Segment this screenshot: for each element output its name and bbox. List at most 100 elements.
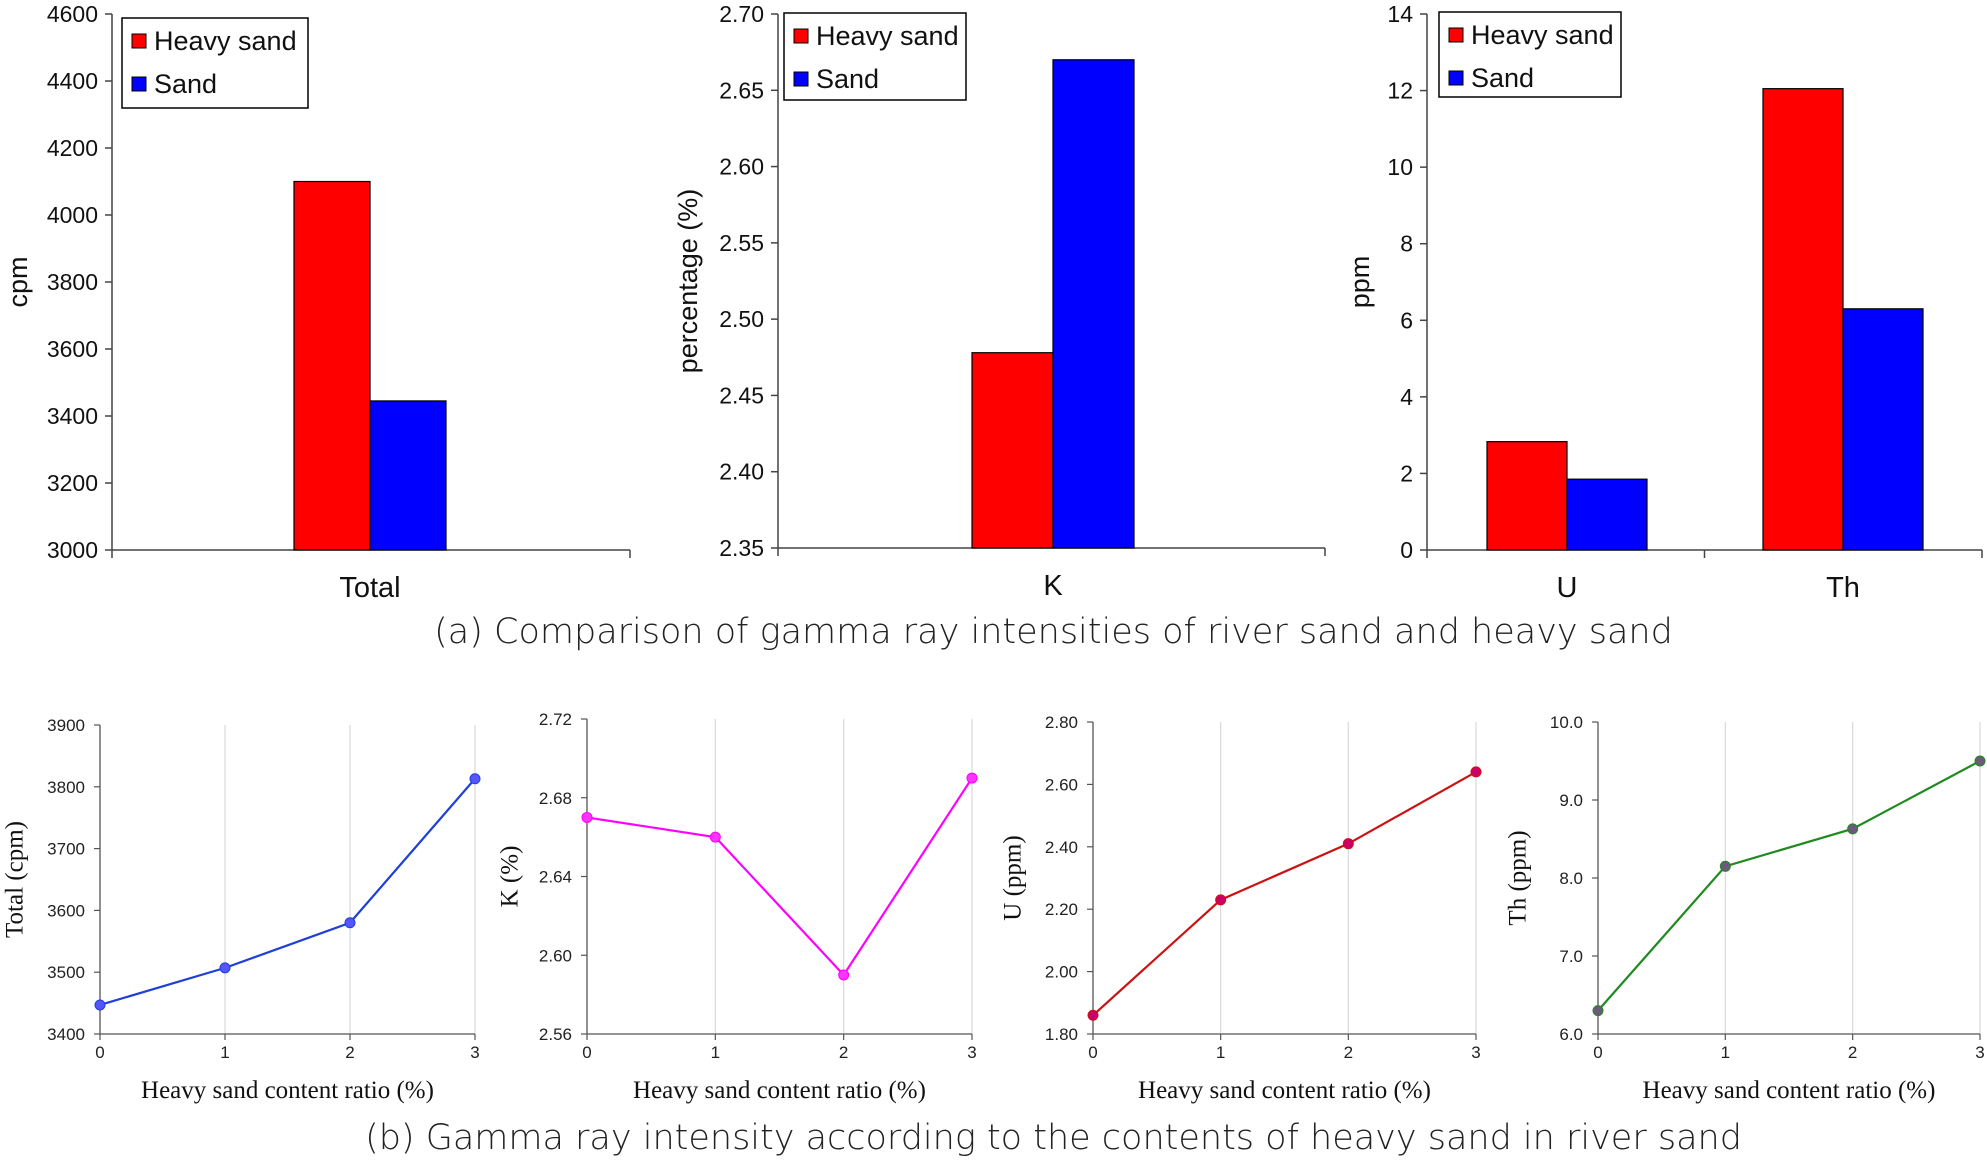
line-chart-4-x-axis-label: Heavy sand content ratio (%) <box>1643 1077 1936 1104</box>
line-chart-3-x-tick-label: 1 <box>1216 1043 1225 1062</box>
line-chart-1-x-tick-label: 2 <box>345 1043 354 1062</box>
line-chart-4-y-axis-label: Th (ppm) <box>1505 830 1532 925</box>
bar-chart-2-legend-label-heavy-sand: Heavy sand <box>816 21 959 51</box>
bar-chart-2-y-tick-label: 2.60 <box>719 154 764 180</box>
line-chart-3-data-point <box>1087 1009 1099 1021</box>
caption-a: (a) Comparison of gamma ray intensities … <box>434 612 1673 652</box>
line-chart-3-x-axis-label: Heavy sand content ratio (%) <box>1138 1077 1431 1104</box>
line-chart-1-x-axis-label: Heavy sand content ratio (%) <box>141 1077 434 1104</box>
bar-chart-1-y-tick-label: 3200 <box>47 470 98 496</box>
bar-chart-1-y-tick-label: 4000 <box>47 202 98 228</box>
line-chart-1-y-tick-label: 3400 <box>47 1025 85 1044</box>
bar-chart-1-y-tick-label: 3400 <box>47 403 98 429</box>
line-chart-4-data-point <box>1719 860 1731 872</box>
bar-chart-3-y-tick-label: 14 <box>1387 1 1413 27</box>
bar-chart-3-y-tick-label: 10 <box>1387 154 1413 180</box>
line-chart-2-y-tick-label: 2.72 <box>539 710 572 729</box>
line-chart-4-x-tick-label: 3 <box>1975 1043 1984 1062</box>
bar-chart-1-bar-heavy-sand-total <box>293 180 371 551</box>
bar-chart-3-legend-box <box>1438 11 1622 98</box>
line-chart-2-x-tick-label: 1 <box>711 1043 720 1062</box>
bar-chart-3-bar-sand-th <box>1842 308 1924 551</box>
line-chart-1-y-tick-label: 3700 <box>47 840 85 859</box>
bar-chart-1-bar-sand-total <box>369 400 447 551</box>
line-chart-4-data-point <box>1847 823 1859 835</box>
line-chart-1-x-tick-label: 3 <box>470 1043 479 1062</box>
bar-chart-2-bar-sand-k <box>1052 59 1135 549</box>
line-chart-2-y-tick-label: 2.56 <box>539 1025 572 1044</box>
line-chart-1-y-tick-label: 3600 <box>47 901 85 920</box>
line-chart-2-x-tick-label: 3 <box>967 1043 976 1062</box>
bar-chart-3-bar-heavy-sand-u <box>1486 441 1568 551</box>
line-chart-3-x-tick-label: 0 <box>1088 1043 1097 1062</box>
line-chart-2-series-line <box>586 777 973 977</box>
bar-chart-2-legend-swatch-sand <box>793 71 809 87</box>
bar-chart-1-y-tick-label: 3800 <box>47 269 98 295</box>
line-chart-3-x-tick-label: 3 <box>1471 1043 1480 1062</box>
bar-chart-3-bar-heavy-sand-th <box>1762 88 1844 551</box>
bar-chart-1-y-tick-label: 4400 <box>47 68 98 94</box>
line-chart-1-data-point <box>94 999 106 1011</box>
bar-chart-3-y-tick-label: 4 <box>1400 384 1413 410</box>
line-chart-4-x-tick-label: 2 <box>1848 1043 1857 1062</box>
line-chart-3-y-tick-label: 2.60 <box>1045 775 1078 794</box>
bar-chart-2-y-tick-label: 2.40 <box>719 459 764 485</box>
line-chart-3-y-tick-label: 2.40 <box>1045 838 1078 857</box>
line-chart-2-y-tick-label: 2.60 <box>539 946 572 965</box>
line-chart-4-y-tick-label: 10.0 <box>1550 713 1583 732</box>
line-chart-2-data-point <box>838 969 850 981</box>
line-chart-2-y-tick-label: 2.64 <box>539 868 572 887</box>
line-chart-4-data-point <box>1592 1005 1604 1017</box>
line-chart-2-data-point <box>709 831 721 843</box>
bar-chart-2-legend-box <box>783 12 967 101</box>
bar-chart-1-y-tick-label: 3000 <box>47 537 98 563</box>
bar-chart-1-legend-label-sand: Sand <box>154 69 217 99</box>
bar-chart-3-category-label: U <box>1557 572 1578 604</box>
line-chart-3-x-tick-label: 2 <box>1344 1043 1353 1062</box>
bar-chart-1-category-label: Total <box>339 572 400 604</box>
line-chart-2-x-tick-label: 0 <box>582 1043 591 1062</box>
bar-chart-3-bar-sand-u <box>1566 478 1648 551</box>
bar-chart-1-y-tick-label: 4600 <box>47 1 98 27</box>
bar-chart-1-legend-swatch-sand <box>131 76 147 92</box>
line-chart-2-y-axis-label: K (%) <box>497 846 524 908</box>
bar-chart-3-category-label: Th <box>1826 572 1860 604</box>
line-chart-1-data-point <box>469 773 481 785</box>
line-chart-1-y-tick-label: 3500 <box>47 963 85 982</box>
line-chart-1-x-tick-label: 0 <box>95 1043 104 1062</box>
bar-chart-1-y-tick-label: 3600 <box>47 336 98 362</box>
bar-chart-2-category-label: K <box>1043 570 1063 602</box>
bar-chart-3-legend-swatch-sand <box>1448 70 1464 86</box>
line-chart-4-series-line <box>1597 760 1981 1012</box>
line-chart-2-y-tick-label: 2.68 <box>539 789 572 808</box>
bar-chart-1-legend-swatch-heavy-sand <box>131 33 147 49</box>
line-chart-2-x-tick-label: 2 <box>839 1043 848 1062</box>
bar-chart-2-legend-swatch-heavy-sand <box>793 28 809 44</box>
line-chart-1-x-tick-label: 1 <box>220 1043 229 1062</box>
line-chart-1-series-line <box>99 778 476 1007</box>
bar-chart-3-y-tick-label: 2 <box>1400 460 1413 486</box>
line-chart-1-data-point <box>344 917 356 929</box>
line-chart-3-y-tick-label: 2.20 <box>1045 900 1078 919</box>
line-chart-4-y-tick-label: 6.0 <box>1559 1025 1583 1044</box>
bar-chart-1-y-tick-label: 4200 <box>47 135 98 161</box>
line-chart-4-y-tick-label: 9.0 <box>1559 791 1583 810</box>
bar-chart-3-y-tick-label: 12 <box>1387 78 1413 104</box>
line-chart-4-y-tick-label: 8.0 <box>1559 869 1583 888</box>
bar-chart-3-y-tick-label: 8 <box>1400 231 1413 257</box>
caption-b: (b) Gamma ray intensity according to the… <box>365 1118 1742 1158</box>
bar-chart-2-y-tick-label: 2.65 <box>719 77 764 103</box>
bar-chart-3-y-axis-label: ppm <box>1345 256 1375 309</box>
line-chart-3-y-tick-label: 2.80 <box>1045 713 1078 732</box>
bar-chart-3-legend-label-heavy-sand: Heavy sand <box>1471 20 1614 50</box>
line-chart-1-data-point <box>219 962 231 974</box>
bar-chart-2-bar-heavy-sand-k <box>971 352 1054 549</box>
bar-chart-2-legend-label-sand: Sand <box>816 64 879 94</box>
line-chart-3-series-line <box>1092 770 1477 1017</box>
line-chart-3-y-axis-label: U (ppm) <box>1000 835 1027 920</box>
line-chart-1-y-tick-label: 3800 <box>47 778 85 797</box>
bar-chart-2-y-tick-label: 2.35 <box>719 535 764 561</box>
bar-chart-1-legend-box <box>121 17 309 109</box>
line-chart-3-data-point <box>1215 894 1227 906</box>
